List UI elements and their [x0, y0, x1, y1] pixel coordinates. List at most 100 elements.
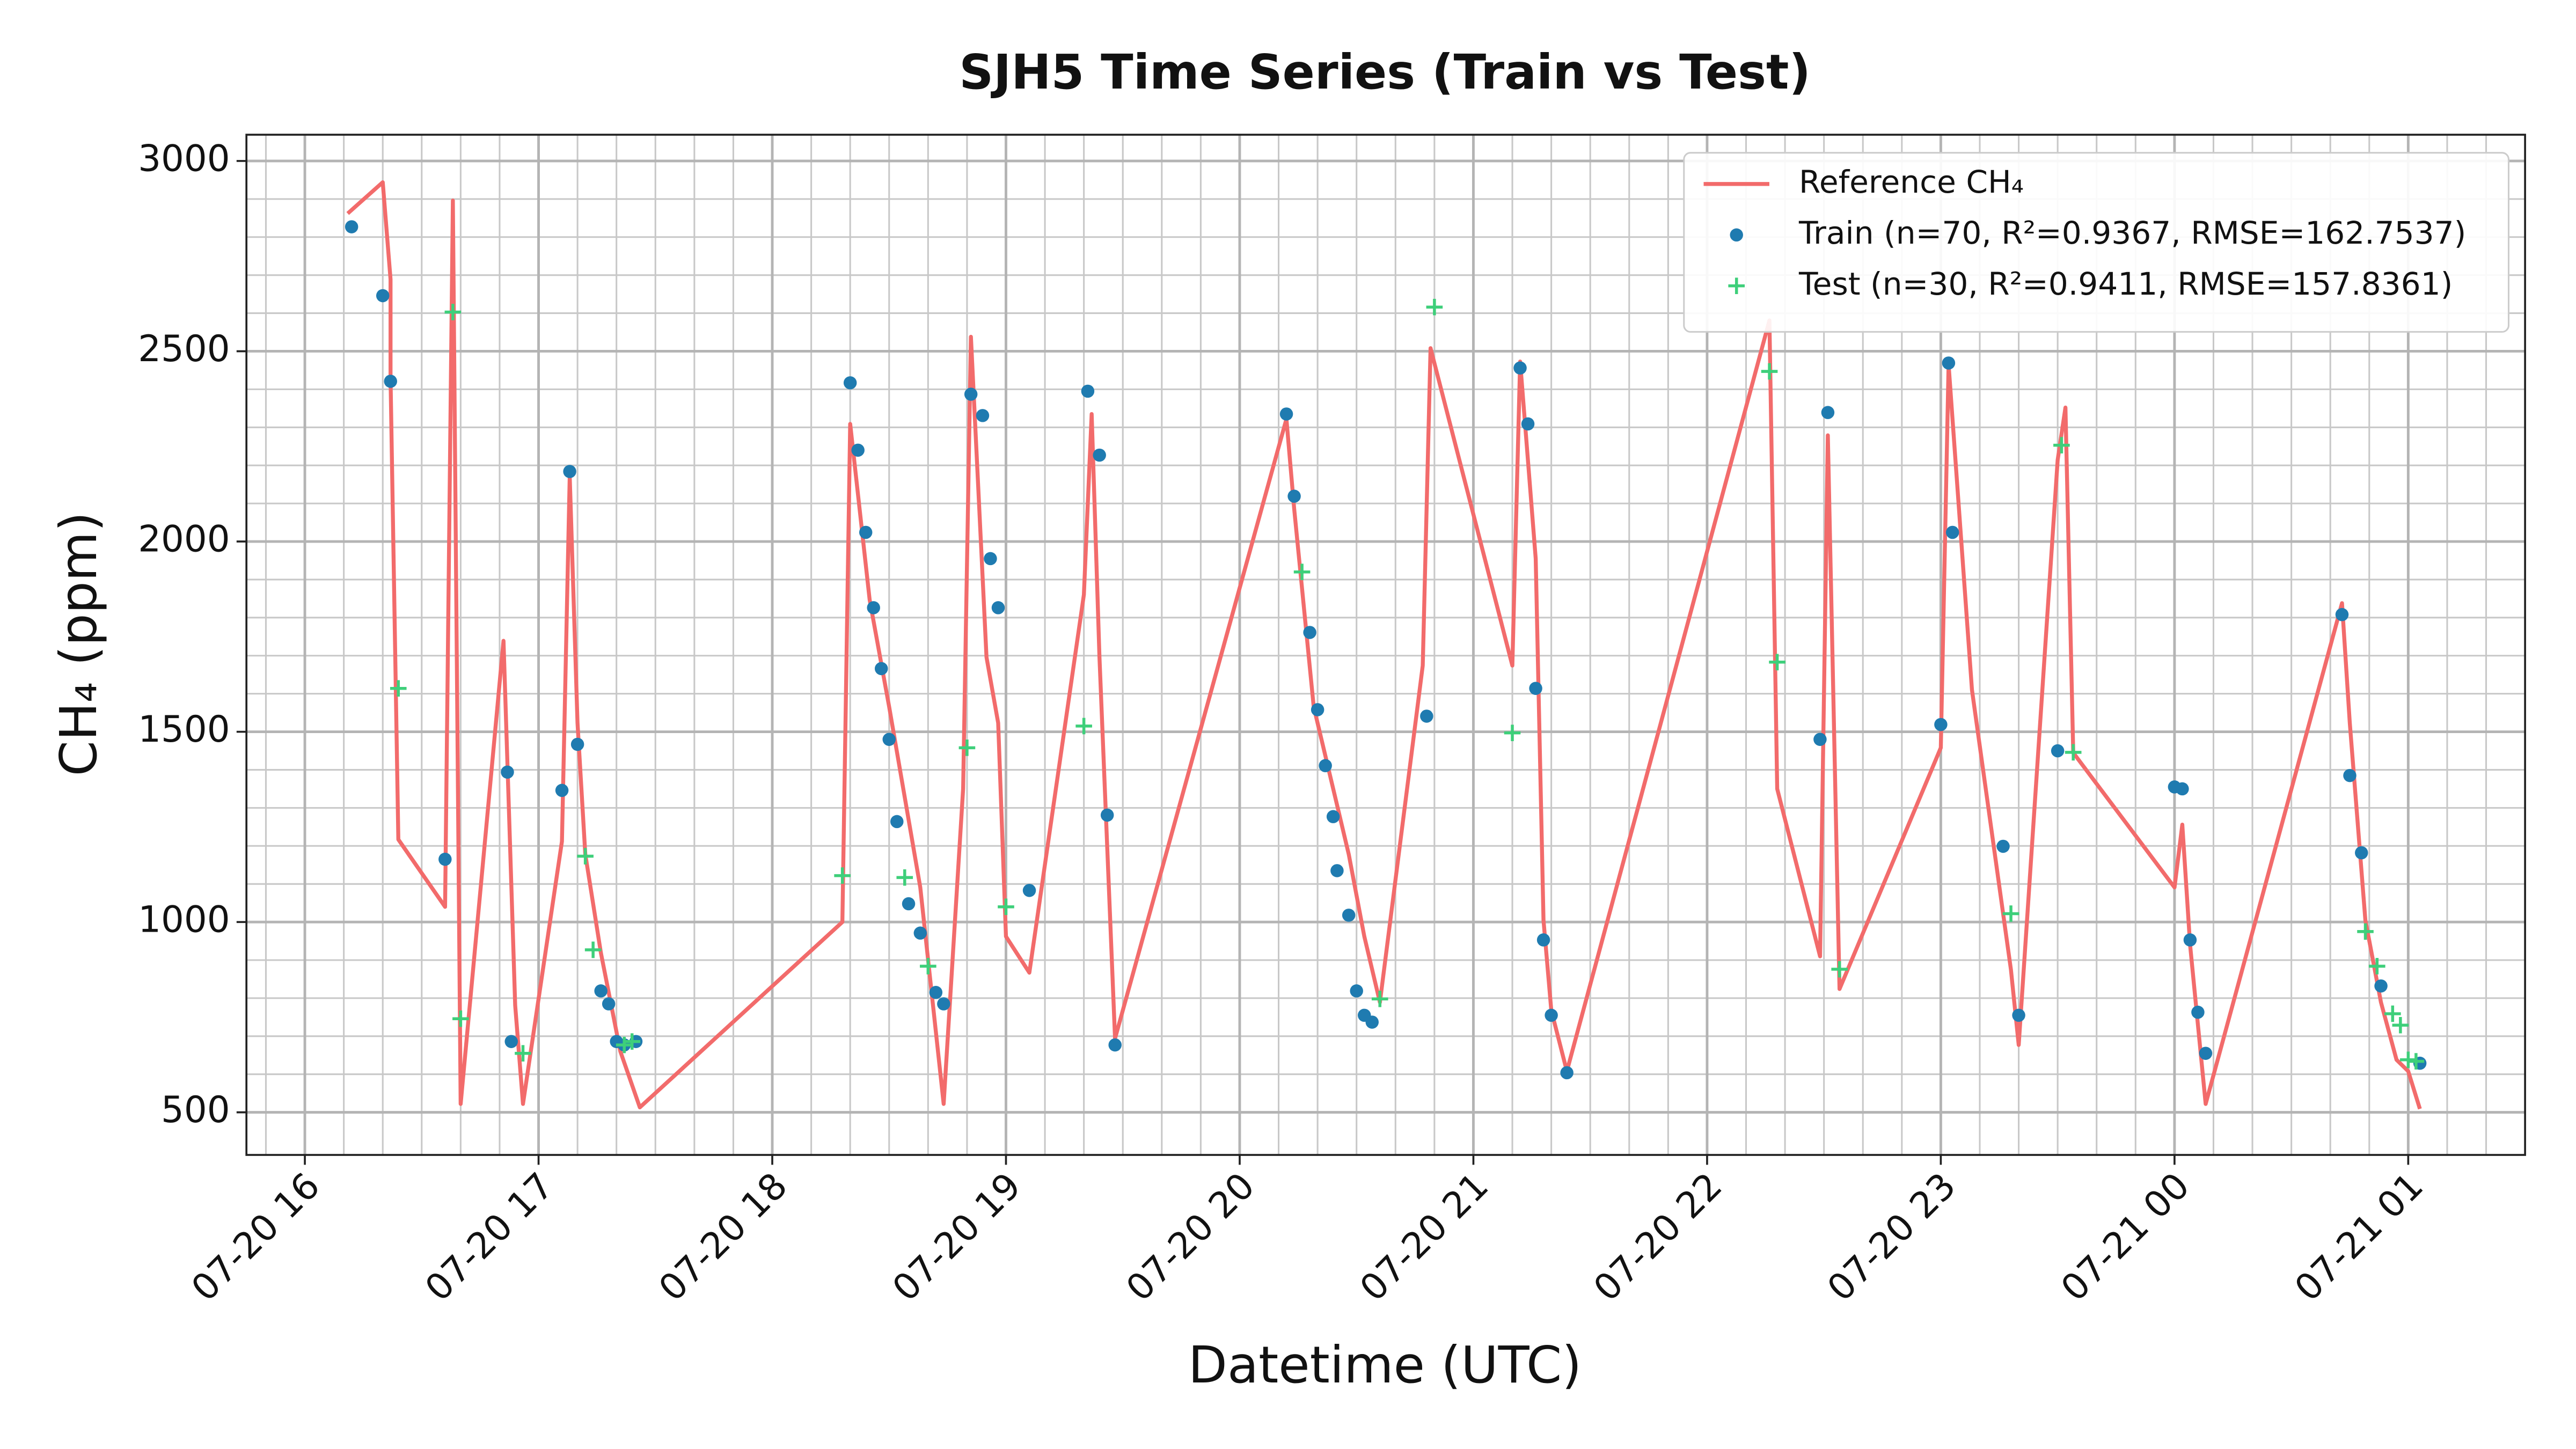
- train-point: [376, 289, 390, 303]
- train-point: [345, 220, 358, 233]
- test-point: [1371, 991, 1388, 1007]
- train-point: [570, 737, 584, 751]
- train-point: [984, 552, 997, 566]
- test-point: [1761, 363, 1778, 380]
- train-point: [1521, 417, 1535, 431]
- train-point: [1350, 984, 1363, 998]
- train-point: [1513, 361, 1527, 375]
- train-point: [867, 601, 880, 614]
- train-point: [1996, 839, 2010, 853]
- train-point: [2176, 782, 2189, 796]
- train-point: [2051, 744, 2065, 758]
- plot-marks: [345, 180, 2427, 1110]
- legend-label: Test (n=30, R²=0.9411, RMSE=157.8361): [1798, 266, 2453, 302]
- train-point: [874, 662, 888, 676]
- train-point: [882, 733, 896, 746]
- train-point: [555, 784, 569, 797]
- train-point: [859, 525, 873, 539]
- train-point: [504, 1035, 518, 1048]
- train-point: [1560, 1066, 1574, 1080]
- test-point: [958, 740, 976, 756]
- chart-title: SJH5 Time Series (Train vs Test): [959, 45, 1811, 100]
- legend-label: Reference CH₄: [1799, 164, 2024, 200]
- test-point: [2053, 437, 2070, 453]
- train-point: [1813, 733, 1827, 746]
- train-point: [2199, 1046, 2213, 1060]
- train-point: [1279, 407, 1293, 421]
- y-tick-label: 2000: [138, 518, 230, 560]
- legend-label: Train (n=70, R²=0.9367, RMSE=162.7537): [1798, 215, 2466, 251]
- legend: Reference CH₄ Train (n=70, R²=0.9367, RMS…: [1683, 152, 2510, 333]
- test-point: [1426, 298, 1443, 316]
- train-point: [890, 815, 904, 829]
- train-point: [2355, 846, 2368, 860]
- train-point: [1081, 384, 1095, 398]
- test-point: [1293, 564, 1311, 581]
- y-tick-label: 2500: [138, 327, 230, 370]
- test-point: [2065, 744, 2082, 761]
- test-point: [834, 867, 851, 884]
- train-point: [1942, 356, 1956, 370]
- train-point: [594, 984, 608, 998]
- train-point: [1342, 909, 1356, 922]
- train-point: [991, 601, 1005, 614]
- train-point: [1319, 759, 1332, 772]
- train-point: [1945, 525, 1959, 539]
- train-point: [843, 376, 857, 390]
- train-point: [2343, 769, 2357, 782]
- y-tick-label: 1500: [138, 708, 230, 750]
- y-tick-label: 1000: [138, 898, 230, 941]
- train-point: [2183, 933, 2197, 947]
- test-point: [452, 1010, 469, 1027]
- test-point: [1831, 961, 1848, 978]
- train-point: [1287, 489, 1301, 503]
- test-point: [577, 848, 594, 865]
- train-point: [1022, 883, 1036, 897]
- test-point: [2002, 905, 2019, 922]
- test-point: [2392, 1016, 2409, 1034]
- test-point: [2400, 1051, 2417, 1069]
- train-point: [1311, 703, 1324, 716]
- train-point: [1934, 718, 1948, 731]
- train-point: [438, 852, 452, 866]
- x-axis-label: Datetime (UTC): [1188, 1336, 1582, 1395]
- train-point: [964, 387, 978, 401]
- train-point: [1821, 406, 1835, 419]
- train-point: [1545, 1008, 1558, 1022]
- test-point: [1075, 718, 1092, 735]
- test-point: [2407, 1053, 2425, 1070]
- test-point: [1769, 654, 1785, 671]
- train-point: [2012, 1008, 2025, 1022]
- y-tick-label: 3000: [138, 137, 230, 179]
- train-point: [501, 765, 514, 779]
- train-point: [602, 997, 616, 1011]
- test-point: [1504, 724, 1521, 741]
- y-tick-label: 500: [161, 1088, 230, 1131]
- test-point: [2368, 958, 2385, 975]
- test-point: [515, 1045, 531, 1062]
- train-point: [384, 375, 397, 388]
- train-point: [1420, 709, 1433, 723]
- test-point: [896, 869, 913, 886]
- test-point: [920, 958, 936, 975]
- train-point: [1303, 626, 1316, 639]
- test-point: [2384, 1005, 2401, 1022]
- test-point: [998, 898, 1014, 916]
- train-point: [1536, 933, 1550, 947]
- legend-swatch: [1728, 277, 1745, 294]
- train-point: [937, 997, 950, 1011]
- train-point: [2191, 1005, 2205, 1019]
- train-point: [1100, 808, 1114, 822]
- train-point: [1529, 682, 1542, 695]
- test-point: [444, 304, 462, 320]
- plot-frame: [245, 134, 2526, 1156]
- train-point: [1326, 810, 1340, 823]
- legend-box: [1683, 152, 2510, 333]
- test-point: [2357, 923, 2374, 940]
- train-point: [902, 897, 916, 911]
- test-point: [616, 1036, 633, 1053]
- train-point: [851, 443, 865, 457]
- train-point: [563, 465, 576, 478]
